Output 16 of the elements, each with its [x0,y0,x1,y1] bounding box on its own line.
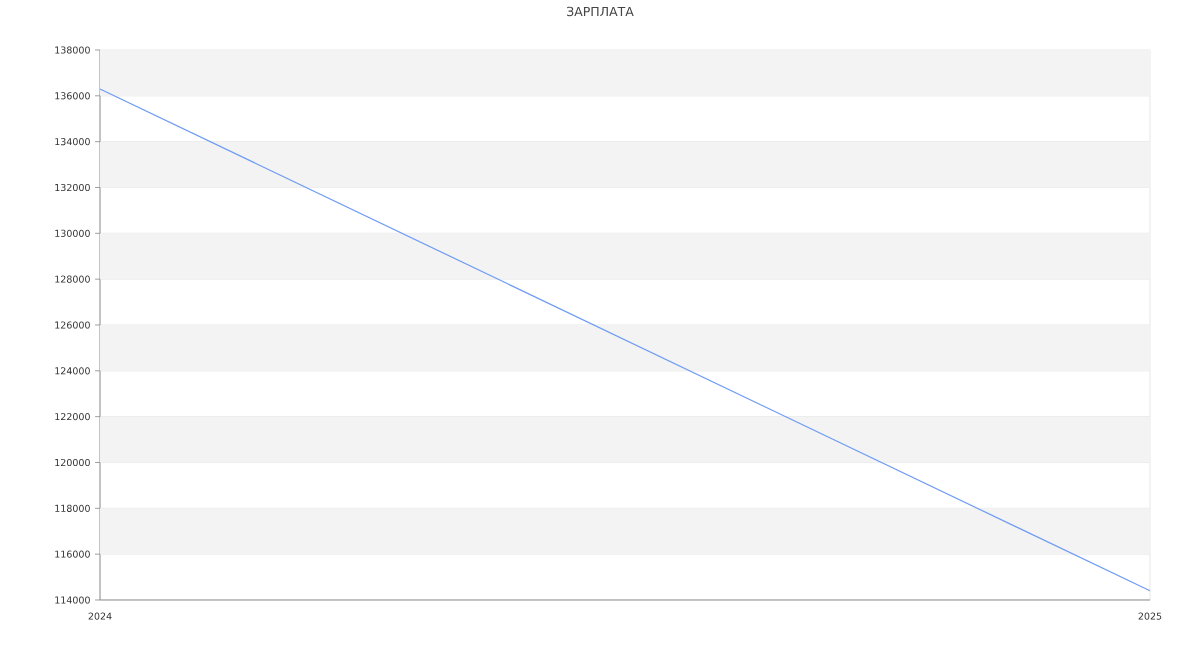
y-tick-label: 130000 [55,229,90,237]
y-tick-label: 122000 [55,413,90,421]
y-tick-label: 134000 [55,138,90,146]
x-tick-label: 2025 [1138,612,1162,620]
y-tick-label: 126000 [55,321,90,329]
y-tick-label: 120000 [55,458,90,467]
y-tick-label: 124000 [55,367,90,375]
y-tick-label: 116000 [55,550,90,558]
y-tick-label: 114000 [55,596,90,604]
y-tick-label: 132000 [55,183,90,192]
chart-title: ЗАРПЛАТА [567,6,634,17]
y-tick-label: 118000 [55,504,90,512]
y-tick-label: 136000 [55,92,90,100]
y-tick-label: 138000 [55,46,90,54]
y-tick-label: 128000 [55,275,90,283]
x-tick-label: 2024 [88,612,112,620]
